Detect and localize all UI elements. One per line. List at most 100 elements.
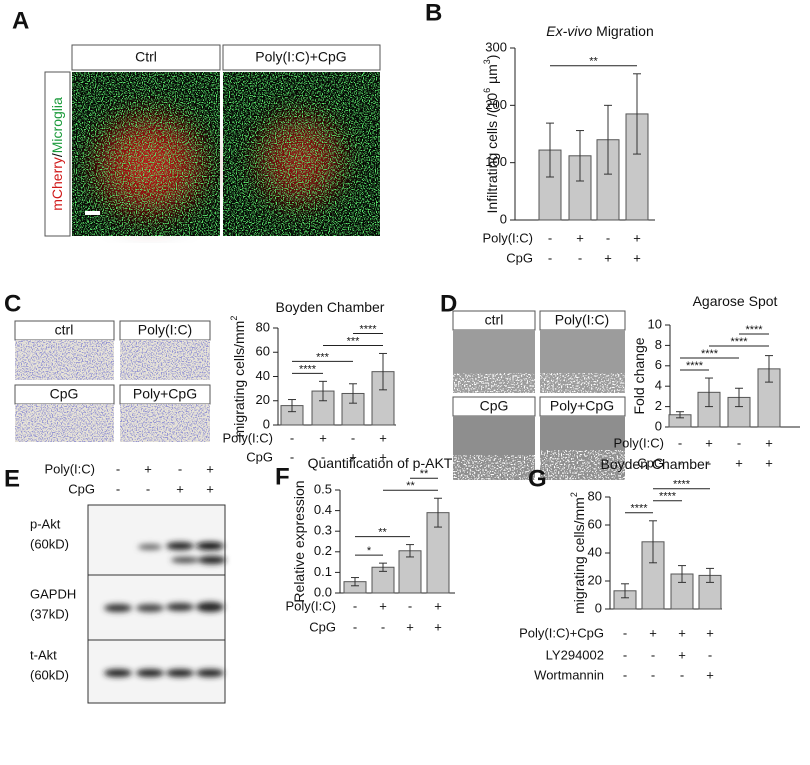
image-label: Poly+CpG [550, 398, 614, 414]
condition-sign: - [381, 619, 385, 634]
condition-sign: - [353, 619, 357, 634]
image-label: Poly(I:C) [138, 322, 192, 338]
y-axis-label: Fold change [631, 337, 647, 414]
condition-name: Poly(I:C)+CpG [519, 625, 604, 640]
y-tick-label: 40 [588, 544, 602, 559]
title-text: Agarose Spot [693, 293, 778, 309]
y-tick-label: 20 [588, 572, 602, 587]
y-tick-label: 0.1 [314, 564, 332, 579]
condition-sign: - [623, 667, 627, 682]
condition-sign: - [321, 449, 325, 464]
condition-sign: - [290, 430, 294, 445]
panel-letter: F [275, 463, 290, 490]
condition-sign: + [576, 230, 584, 245]
condition-sign: - [678, 455, 682, 470]
western-blot [87, 504, 226, 704]
image-label: Poly+CpG [133, 386, 197, 402]
condition-sign: + [349, 449, 357, 464]
chart-title: Boyden Chamber [276, 299, 385, 315]
y-tick-label: 0.2 [314, 543, 332, 558]
condition-sign: - [680, 667, 684, 682]
condition-sign: + [633, 250, 641, 265]
condition-sign: - [678, 435, 682, 450]
y-label-part: 2 [569, 492, 579, 497]
y-tick-label: 0.5 [314, 481, 332, 496]
y-tick-label: 0 [655, 418, 662, 433]
boyden-images [14, 320, 211, 442]
condition-sign: - [623, 625, 627, 640]
image-label: Ctrl [135, 49, 157, 65]
condition-sign: - [116, 461, 120, 476]
y-axis-label: Relative expression [291, 480, 307, 602]
condition-sign: - [737, 435, 741, 450]
condition-sign: - [651, 667, 655, 682]
image-label: CpG [480, 398, 509, 414]
y-tick-label: 10 [648, 316, 662, 331]
condition-sign: + [379, 449, 387, 464]
micrograph [223, 72, 380, 236]
condition-sign: + [633, 230, 641, 245]
y-tick-label: 6 [655, 357, 662, 372]
y-tick-label: 0.0 [314, 584, 332, 599]
y-tick-label: 0.4 [314, 502, 332, 517]
condition-sign: - [178, 461, 182, 476]
condition-sign: - [623, 647, 627, 662]
y-tick-label: 100 [485, 154, 507, 169]
condition-sign: - [651, 647, 655, 662]
condition-sign: + [604, 250, 612, 265]
image-label: CpG [50, 386, 79, 402]
significance-label: **** [673, 479, 691, 491]
condition-sign: + [765, 455, 773, 470]
y-label-part: Relative expression [291, 480, 307, 602]
significance-label: *** [316, 351, 330, 363]
condition-name: Wortmannin [534, 667, 604, 682]
condition-sign: + [678, 647, 686, 662]
condition-sign: - [578, 250, 582, 265]
blot-name: GAPDH [30, 586, 76, 601]
y-tick-label: 20 [256, 392, 270, 407]
y-tick-label: 2 [655, 398, 662, 413]
condition-sign: - [408, 598, 412, 613]
y-tick-label: 0 [500, 211, 507, 226]
condition-sign: - [548, 230, 552, 245]
y-label-part: migrating cells/mm [231, 321, 247, 438]
condition-sign: + [144, 461, 152, 476]
label-box [222, 44, 381, 71]
condition-sign: - [548, 250, 552, 265]
image-label: Poly(I:C)+CpG [255, 49, 346, 65]
y-tick-label: 0.3 [314, 523, 332, 538]
chart-title: Boyden Chamber [601, 456, 710, 472]
condition-sign: - [707, 455, 711, 470]
label-box [71, 44, 221, 71]
condition-sign: + [705, 435, 713, 450]
significance-label: **** [701, 348, 719, 360]
y-tick-label: 4 [655, 378, 662, 393]
condition-sign: + [706, 625, 714, 640]
y-tick-label: 300 [485, 39, 507, 54]
y-tick-label: 80 [588, 488, 602, 503]
condition-name: Poly(I:C) [222, 430, 273, 445]
condition-sign: + [319, 430, 327, 445]
condition-sign: + [206, 461, 214, 476]
condition-name: CpG [637, 455, 664, 470]
condition-sign: - [351, 430, 355, 445]
panel-letter: E [4, 465, 20, 492]
y-label-part: migrating cells/mm [571, 497, 587, 614]
condition-sign: + [379, 598, 387, 613]
condition-name: Poly(I:C) [285, 598, 336, 613]
significance-label: ** [378, 526, 387, 538]
significance-label: ** [589, 56, 598, 68]
y-tick-label: 60 [256, 344, 270, 359]
significance-label: **** [686, 360, 704, 372]
y-label-part: 2 [229, 316, 239, 321]
significance-label: **** [359, 323, 377, 335]
condition-name: CpG [506, 250, 533, 265]
y-label-part: Fold change [631, 337, 647, 414]
chart-title: Ex-vivo Migration [546, 23, 654, 39]
significance-label: **** [299, 363, 317, 375]
y-label-part: 6 [482, 88, 492, 93]
stain-part: / [49, 153, 65, 157]
y-label-part: 3 [482, 59, 492, 64]
y-tick-label: 0 [263, 416, 270, 431]
